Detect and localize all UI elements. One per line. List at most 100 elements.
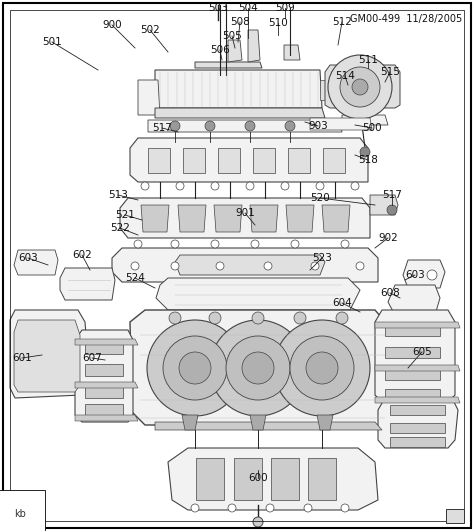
Text: 902: 902 [378, 233, 398, 243]
Polygon shape [120, 198, 370, 238]
Polygon shape [322, 205, 350, 232]
Circle shape [251, 240, 259, 248]
Polygon shape [250, 205, 278, 232]
Polygon shape [284, 45, 300, 60]
Polygon shape [75, 415, 138, 421]
Circle shape [179, 352, 211, 384]
Bar [390, 423, 445, 433]
Circle shape [336, 312, 348, 324]
Circle shape [266, 504, 274, 512]
Circle shape [131, 262, 139, 270]
Polygon shape [60, 268, 115, 300]
Polygon shape [138, 80, 160, 115]
Circle shape [171, 240, 179, 248]
Circle shape [170, 121, 180, 131]
Text: 520: 520 [310, 193, 330, 203]
Circle shape [228, 504, 236, 512]
Bar [385, 347, 440, 358]
Text: 509: 509 [275, 3, 295, 13]
Circle shape [341, 504, 349, 512]
Text: 502: 502 [140, 25, 160, 35]
Circle shape [341, 240, 349, 248]
Bar [288, 148, 310, 173]
Circle shape [281, 182, 289, 190]
Text: 517: 517 [152, 123, 172, 133]
Bar [218, 148, 240, 173]
Text: 607: 607 [82, 353, 102, 363]
Text: 602: 602 [72, 250, 92, 260]
Circle shape [290, 336, 354, 400]
Circle shape [176, 182, 184, 190]
Polygon shape [155, 108, 325, 118]
Text: 518: 518 [358, 155, 378, 165]
Bar [85, 404, 123, 416]
Circle shape [328, 55, 392, 119]
Bar [85, 342, 123, 354]
Text: 512: 512 [332, 17, 352, 27]
Circle shape [304, 504, 312, 512]
Text: 517: 517 [382, 190, 402, 200]
Polygon shape [195, 62, 262, 68]
Polygon shape [310, 118, 372, 130]
Text: 506: 506 [210, 45, 230, 55]
Circle shape [351, 182, 359, 190]
Text: 514: 514 [335, 71, 355, 81]
Circle shape [216, 262, 224, 270]
Polygon shape [214, 205, 242, 232]
Polygon shape [375, 397, 460, 403]
Polygon shape [14, 320, 80, 392]
Polygon shape [378, 398, 458, 448]
Circle shape [209, 312, 221, 324]
Circle shape [306, 352, 338, 384]
Text: 608: 608 [380, 288, 400, 298]
Circle shape [427, 270, 437, 280]
Circle shape [141, 182, 149, 190]
Circle shape [340, 67, 380, 107]
Circle shape [253, 517, 263, 527]
Bar [446, 509, 464, 523]
Circle shape [245, 121, 255, 131]
Circle shape [169, 312, 181, 324]
Polygon shape [388, 285, 440, 315]
Polygon shape [130, 310, 390, 425]
Text: 7up.com: 7up.com [168, 253, 277, 299]
Bar [308, 458, 336, 500]
Bar [253, 148, 275, 173]
Bar [196, 458, 224, 500]
Text: 524: 524 [125, 273, 145, 283]
Polygon shape [14, 250, 58, 275]
Circle shape [171, 262, 179, 270]
Bar [385, 369, 440, 380]
Text: 600: 600 [248, 473, 268, 483]
Circle shape [246, 182, 254, 190]
Polygon shape [182, 415, 198, 430]
Polygon shape [141, 205, 169, 232]
Circle shape [205, 121, 215, 131]
Text: 501: 501 [42, 37, 62, 47]
Bar [271, 458, 299, 500]
Bar [234, 458, 262, 500]
Polygon shape [370, 195, 398, 215]
Polygon shape [178, 205, 206, 232]
Text: 504: 504 [238, 3, 258, 13]
Text: 503: 503 [208, 3, 228, 13]
Polygon shape [156, 278, 360, 310]
Bar [85, 364, 123, 376]
Circle shape [163, 336, 227, 400]
Bar [85, 386, 123, 398]
Circle shape [147, 320, 243, 416]
Bar [323, 148, 345, 173]
Text: 605: 605 [412, 347, 432, 357]
Text: 603: 603 [18, 253, 38, 263]
Polygon shape [175, 255, 325, 275]
Text: kb: kb [14, 509, 26, 519]
Circle shape [352, 79, 368, 95]
Polygon shape [320, 80, 332, 100]
Text: 508: 508 [230, 17, 250, 27]
Polygon shape [286, 205, 314, 232]
Bar [148, 148, 170, 173]
Circle shape [226, 336, 290, 400]
Circle shape [210, 320, 306, 416]
Circle shape [252, 312, 264, 324]
Text: 903: 903 [308, 121, 328, 131]
